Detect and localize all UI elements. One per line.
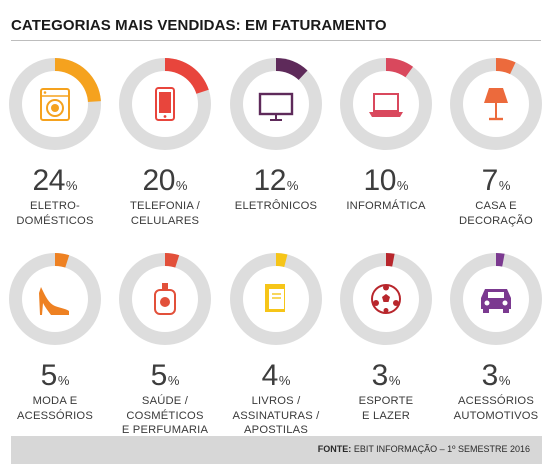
percent-value: 12% [221,166,331,196]
category-item: 10% INFORMÁTICA [331,58,441,238]
laptop-icon [369,93,403,117]
percent-symbol: % [167,373,180,388]
percent-value: 4% [221,361,331,391]
percent-number: 3 [371,359,389,392]
category-item: 5% MODA E ACESSÓRIOS [0,253,110,433]
category-label-line: LIVROS / [251,395,301,407]
car-icon [481,289,511,313]
category-label-line: SAÚDE / [141,395,189,407]
donut-chart [450,253,542,345]
percent-symbol: % [396,178,409,193]
percent-number: 5 [150,359,168,392]
category-label-line: ESPORTE [358,395,414,407]
perfume-bottle-icon [154,283,176,315]
category-label: ACESSÓRIOS AUTOMOTIVOS [441,394,551,423]
category-label: TELEFONIA / CELULARES [110,199,220,228]
donut-chart [119,58,211,150]
category-item: 12% ELETRÔNICOS [221,58,331,238]
donut-chart [450,58,542,150]
category-label: INFORMÁTICA [331,199,441,214]
category-label-line: APOSTILAS [244,424,308,436]
donut-chart [9,253,101,345]
category-item: 4% LIVROS / ASSINATURAS / APOSTILAS [221,253,331,436]
category-item: 3% ESPORTE E LAZER [331,253,441,433]
book-icon [265,284,285,312]
percent-number: 3 [481,359,499,392]
category-label-line: ACESSÓRIOS [458,395,534,407]
donut-chart [230,58,322,150]
category-label-line: INFORMÁTICA [346,200,426,212]
category-label: CASA E DECORAÇÃO [441,199,551,228]
percent-symbol: % [175,178,188,193]
lamp-icon [484,88,508,121]
percent-value: 20% [110,166,220,196]
percent-value: 3% [331,361,441,391]
source-label: FONTE: [317,444,352,454]
category-label-line: E LAZER [361,409,411,422]
percent-symbol: % [498,178,511,193]
donut-hole [22,266,88,332]
percent-symbol: % [65,178,78,193]
percent-number: 12 [253,164,287,197]
category-item: 24% ELETRO- DOMÉSTICOS [0,58,110,238]
title-divider [11,40,541,41]
category-item: 20% TELEFONIA / CELULARES [110,58,220,238]
category-label: ESPORTE E LAZER [331,394,441,423]
percent-number: 5 [40,359,58,392]
percent-symbol: % [57,373,70,388]
donut-chart [119,253,211,345]
percent-value: 5% [0,361,110,391]
donut-chart [340,58,432,150]
category-label: MODA E ACESSÓRIOS [0,394,110,423]
category-label-line: E PERFUMARIA [121,424,209,436]
category-label-line: CASA E [475,200,517,212]
soccer-ball-icon [371,284,401,314]
category-label-line: AUTOMOTIVOS [453,409,539,422]
donut-chart [230,253,322,345]
category-item: 5% SAÚDE / COSMÉTICOS E PERFUMARIA [110,253,220,436]
percent-number: 10 [363,164,397,197]
percent-value: 5% [110,361,220,391]
high-heel-shoe-icon [39,287,69,315]
percent-number: 4 [261,359,279,392]
source-footer: FONTE: EBIT INFORMAÇÃO – 1º SEMESTRE 201… [11,436,542,464]
smartphone-icon [155,87,175,121]
category-label: SAÚDE / COSMÉTICOS E PERFUMARIA [110,394,220,438]
category-label-line: CELULARES [130,214,200,227]
category-label: ELETRO- DOMÉSTICOS [0,199,110,228]
percent-value: 10% [331,166,441,196]
television-icon [258,92,294,121]
chart-title: CATEGORIAS MAIS VENDIDAS: EM FATURAMENTO [11,17,387,34]
category-label-line: ELETRÔNICOS [234,200,318,212]
percent-symbol: % [286,178,299,193]
category-label: ELETRÔNICOS [221,199,331,214]
percent-value: 7% [441,166,551,196]
source-note: FONTE: EBIT INFORMAÇÃO – 1º SEMESTRE 201… [318,444,530,454]
category-label: LIVROS / ASSINATURAS / APOSTILAS [221,394,331,438]
percent-symbol: % [278,373,291,388]
percent-symbol: % [498,373,511,388]
source-text: EBIT INFORMAÇÃO – 1º SEMESTRE 2016 [353,444,530,454]
percent-value: 3% [441,361,551,391]
percent-value: 24% [0,166,110,196]
percent-number: 7 [481,164,499,197]
washing-machine-icon [40,88,70,121]
category-item: 3% ACESSÓRIOS AUTOMOTIVOS [441,253,551,433]
donut-chart [340,253,432,345]
donut-chart [9,58,101,150]
category-label-line: ASSINATURAS / [232,409,320,422]
category-label-line: MODA E [32,395,78,407]
category-label-line: DOMÉSTICOS [16,214,94,227]
percent-number: 20 [142,164,176,197]
percent-number: 24 [32,164,66,197]
category-label-line: TELEFONIA / [130,200,200,212]
category-label-line: ELETRO- [30,200,80,212]
donut-grid: 24% ELETRO- DOMÉSTICOS 20% TELEFONIA / CELULA… [0,58,553,436]
percent-symbol: % [388,373,401,388]
category-label-line: DECORAÇÃO [459,214,533,227]
category-item: 7% CASA E DECORAÇÃO [441,58,551,238]
category-label-line: COSMÉTICOS [126,409,204,422]
category-label-line: ACESSÓRIOS [17,409,93,422]
